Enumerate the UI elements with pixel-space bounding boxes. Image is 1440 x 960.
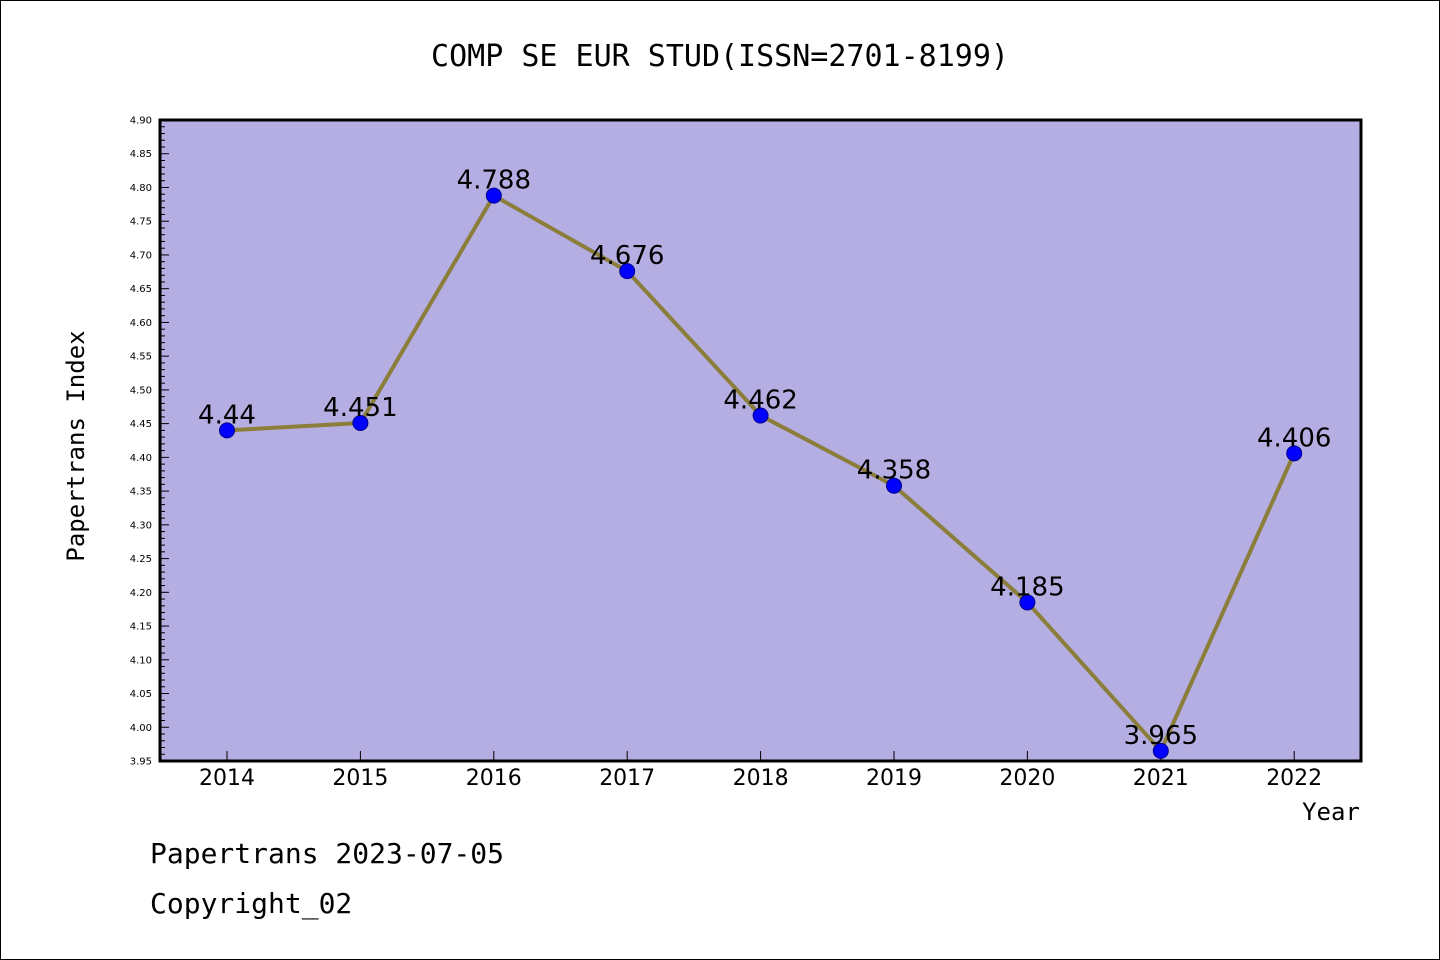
y-tick-label: 4.65 xyxy=(130,284,152,295)
x-tick-label: 2017 xyxy=(599,766,655,791)
y-tick-label: 4.40 xyxy=(130,453,152,464)
y-tick-label: 4.70 xyxy=(130,250,152,261)
y-tick-label: 4.30 xyxy=(130,520,152,531)
y-tick-label: 4.45 xyxy=(130,419,152,430)
y-tick-label: 4.85 xyxy=(130,149,152,160)
y-tick-label: 4.35 xyxy=(130,487,152,498)
y-axis-label: Papertrans Index xyxy=(62,330,90,561)
y-tick-label: 4.00 xyxy=(130,723,152,734)
y-tick-label: 3.95 xyxy=(130,757,152,768)
plot-area xyxy=(160,120,1361,761)
data-point xyxy=(886,477,902,494)
data-label: 4.185 xyxy=(990,572,1064,602)
data-label: 4.44 xyxy=(198,400,256,430)
data-labels: 4.44 4.451 4.788 4.676 4.462 4.358 4.185 3.965 4… xyxy=(198,166,1331,751)
data-point xyxy=(1152,742,1169,759)
data-label: 4.462 xyxy=(723,386,797,416)
chart-title: COMP SE EUR STUD(ISSN=2701-8199) xyxy=(431,39,1009,74)
y-tick-label: 4.25 xyxy=(130,554,152,565)
data-markers xyxy=(219,187,1303,759)
x-tick-label: 2016 xyxy=(466,766,522,791)
data-label: 4.358 xyxy=(857,456,931,486)
data-label: 4.406 xyxy=(1257,423,1331,453)
y-tick-label: 4.05 xyxy=(130,689,152,700)
y-tick-label: 4.50 xyxy=(130,385,152,396)
x-tick-label: 2014 xyxy=(199,766,255,791)
x-tick-label: 2018 xyxy=(733,766,789,791)
data-label: 4.451 xyxy=(323,393,397,423)
y-tick-label: 4.75 xyxy=(130,217,152,228)
data-label: 4.676 xyxy=(590,241,664,271)
y-tick-label: 4.10 xyxy=(130,655,152,666)
x-tick-label: 2020 xyxy=(999,766,1055,791)
x-tick-label: 2022 xyxy=(1266,766,1322,791)
data-point xyxy=(1286,445,1303,462)
data-point xyxy=(485,187,502,204)
plot-border xyxy=(158,118,1363,763)
y-tick-labels: 3.95 4.00 4.05 4.10 4.15 4.20 4.25 4.30 4.35 4.40… xyxy=(130,116,152,768)
footer-copyright: Copyright_02 xyxy=(150,887,352,921)
data-label: 4.788 xyxy=(457,166,531,196)
y-tick-label: 4.90 xyxy=(130,116,152,127)
y-tick-label: 4.20 xyxy=(130,588,152,599)
y-tick-label: 4.55 xyxy=(130,352,152,363)
footer-date: Papertrans 2023-07-05 xyxy=(150,837,504,870)
x-tick-label: 2019 xyxy=(866,766,922,791)
data-point xyxy=(1019,594,1036,611)
data-point xyxy=(219,422,235,439)
y-tick-label: 4.15 xyxy=(130,622,152,633)
data-label: 3.965 xyxy=(1124,721,1198,751)
y-tick-label: 4.80 xyxy=(130,183,152,194)
x-axis-label: Year xyxy=(1302,798,1360,826)
x-tick-labels: 2014 2015 2016 2017 2018 2019 2020 2021 2022 xyxy=(199,766,1322,791)
data-point xyxy=(619,263,636,280)
y-tick-label: 4.60 xyxy=(130,318,152,329)
data-point xyxy=(352,414,369,431)
data-point xyxy=(752,407,769,424)
x-tick-label: 2021 xyxy=(1133,766,1189,791)
x-tick-label: 2015 xyxy=(332,766,388,791)
